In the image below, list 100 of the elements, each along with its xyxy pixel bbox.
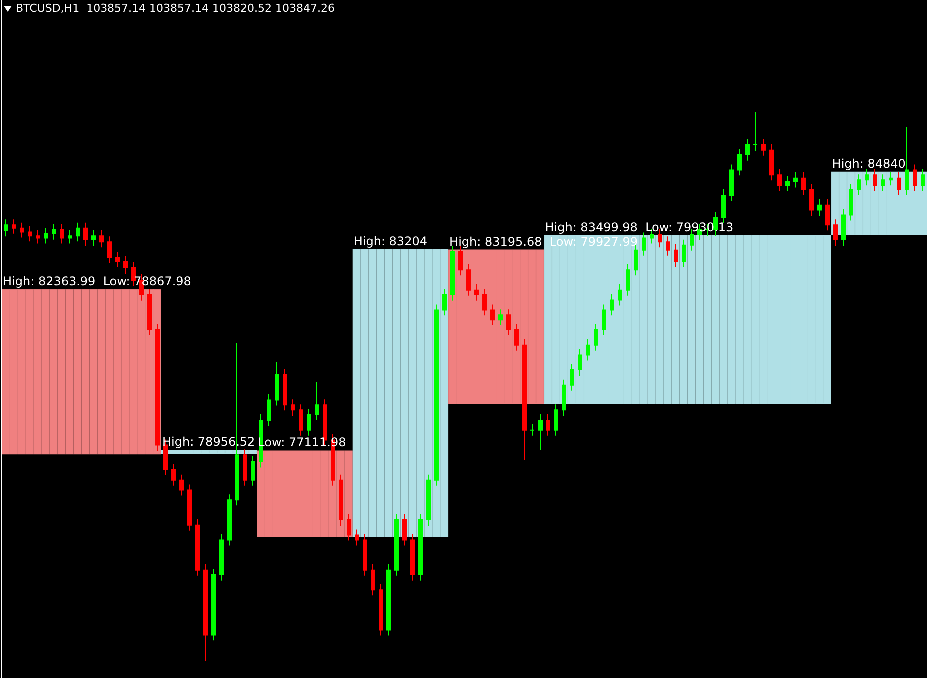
candlestick: [68, 230, 72, 244]
candlestick: [729, 164, 734, 202]
candlestick: [275, 362, 279, 406]
candlestick: [203, 564, 208, 662]
annotation: High: 84840: [832, 156, 906, 171]
candlestick: [610, 294, 614, 316]
candlestick: [418, 514, 423, 582]
candlestick: [131, 262, 136, 287]
candlestick: [44, 228, 48, 244]
candlestick: [562, 379, 566, 417]
candlestick: [60, 224, 64, 244]
candlestick: [371, 564, 375, 596]
candlestick: [554, 404, 558, 436]
candlestick: [626, 264, 630, 296]
candlestick: [586, 338, 590, 362]
candlestick: [865, 168, 869, 186]
candlestick: [402, 514, 407, 546]
candlestick: [602, 304, 606, 336]
candlestick: [570, 364, 574, 392]
candlestick: [347, 514, 351, 542]
candlestick: [115, 252, 120, 268]
candlestick: [801, 172, 806, 196]
candlestick: [761, 138, 766, 156]
candlestick: [498, 309, 503, 326]
candlestick: [538, 414, 543, 451]
candlestick: [506, 309, 511, 336]
candlestick: [195, 518, 200, 576]
candlestick: [291, 399, 295, 417]
candlestick: [83, 222, 88, 246]
candlestick: [410, 534, 415, 582]
candlestick: [785, 176, 790, 192]
candlestick: [514, 324, 519, 352]
candlestick: [12, 219, 16, 234]
candlestick: [123, 256, 128, 274]
candlestick: [394, 514, 399, 576]
candlestick: [849, 184, 853, 222]
candlestick: [283, 368, 287, 412]
candlestick: [187, 484, 192, 532]
candlestick: [905, 126, 909, 196]
candlestick: [36, 230, 40, 244]
candlestick: [642, 232, 646, 256]
annotation: High: 83195.68 Low: 79927.99: [450, 234, 638, 249]
candlestick: [482, 288, 487, 316]
candlestick: [147, 288, 152, 336]
candlestick: [530, 424, 535, 436]
candlestick: [28, 226, 32, 242]
candlestick: [363, 534, 367, 576]
candlestick: [442, 288, 447, 316]
candlestick: [809, 184, 814, 217]
candlestick: [211, 568, 216, 642]
candlestick: [753, 112, 758, 152]
candlestick: [881, 174, 885, 192]
candlestick: [682, 239, 686, 268]
candlestick: [20, 222, 24, 238]
candlestick: [490, 304, 495, 326]
candlestick: [219, 534, 224, 582]
candlestick: [897, 172, 901, 196]
candlestick: [243, 449, 247, 486]
candlestick: [674, 244, 678, 268]
candlestick: [793, 172, 798, 188]
candlestick: [777, 168, 782, 192]
candlestick: [307, 409, 311, 436]
candlestick: [339, 474, 343, 526]
candlestick: [546, 414, 550, 436]
chart-title: BTCUSD,H1 103857.14 103857.14 103820.52 103847.26: [16, 2, 335, 15]
candlestick: [618, 284, 622, 306]
candlestick: [857, 174, 861, 196]
candlestick: [769, 144, 774, 182]
annotation: High: 83204: [354, 234, 428, 248]
candlestick: [594, 324, 598, 352]
candlestick: [76, 222, 80, 242]
candlestick: [474, 284, 479, 302]
candlestick: [171, 464, 176, 486]
candlestick: [91, 230, 96, 246]
candlestick: [315, 382, 319, 422]
candlestick: [379, 584, 383, 636]
candlestick: [426, 474, 431, 526]
candlestick: [889, 172, 893, 186]
candlestick: [386, 564, 391, 636]
candlestick: [299, 404, 303, 436]
candlestick: [466, 264, 471, 296]
candlestick: [4, 219, 8, 238]
candlestick: [99, 230, 104, 248]
candlestick: [355, 529, 359, 546]
candlestick: [267, 394, 271, 427]
candlestick: [107, 236, 112, 264]
candlestick: [913, 164, 917, 192]
candlestick: [921, 168, 925, 192]
candlestick: [721, 188, 726, 224]
candlestick: [737, 148, 742, 176]
candlestick: [578, 348, 582, 377]
candlestick: [251, 456, 255, 486]
candlestick: [825, 198, 830, 232]
candlestick: [179, 474, 184, 496]
candlestick: [873, 168, 877, 192]
candlestick: [227, 494, 232, 546]
candlestick: [817, 198, 822, 217]
candlestick: [745, 138, 750, 162]
candlestick: [52, 224, 56, 240]
candlestick: [666, 236, 670, 256]
